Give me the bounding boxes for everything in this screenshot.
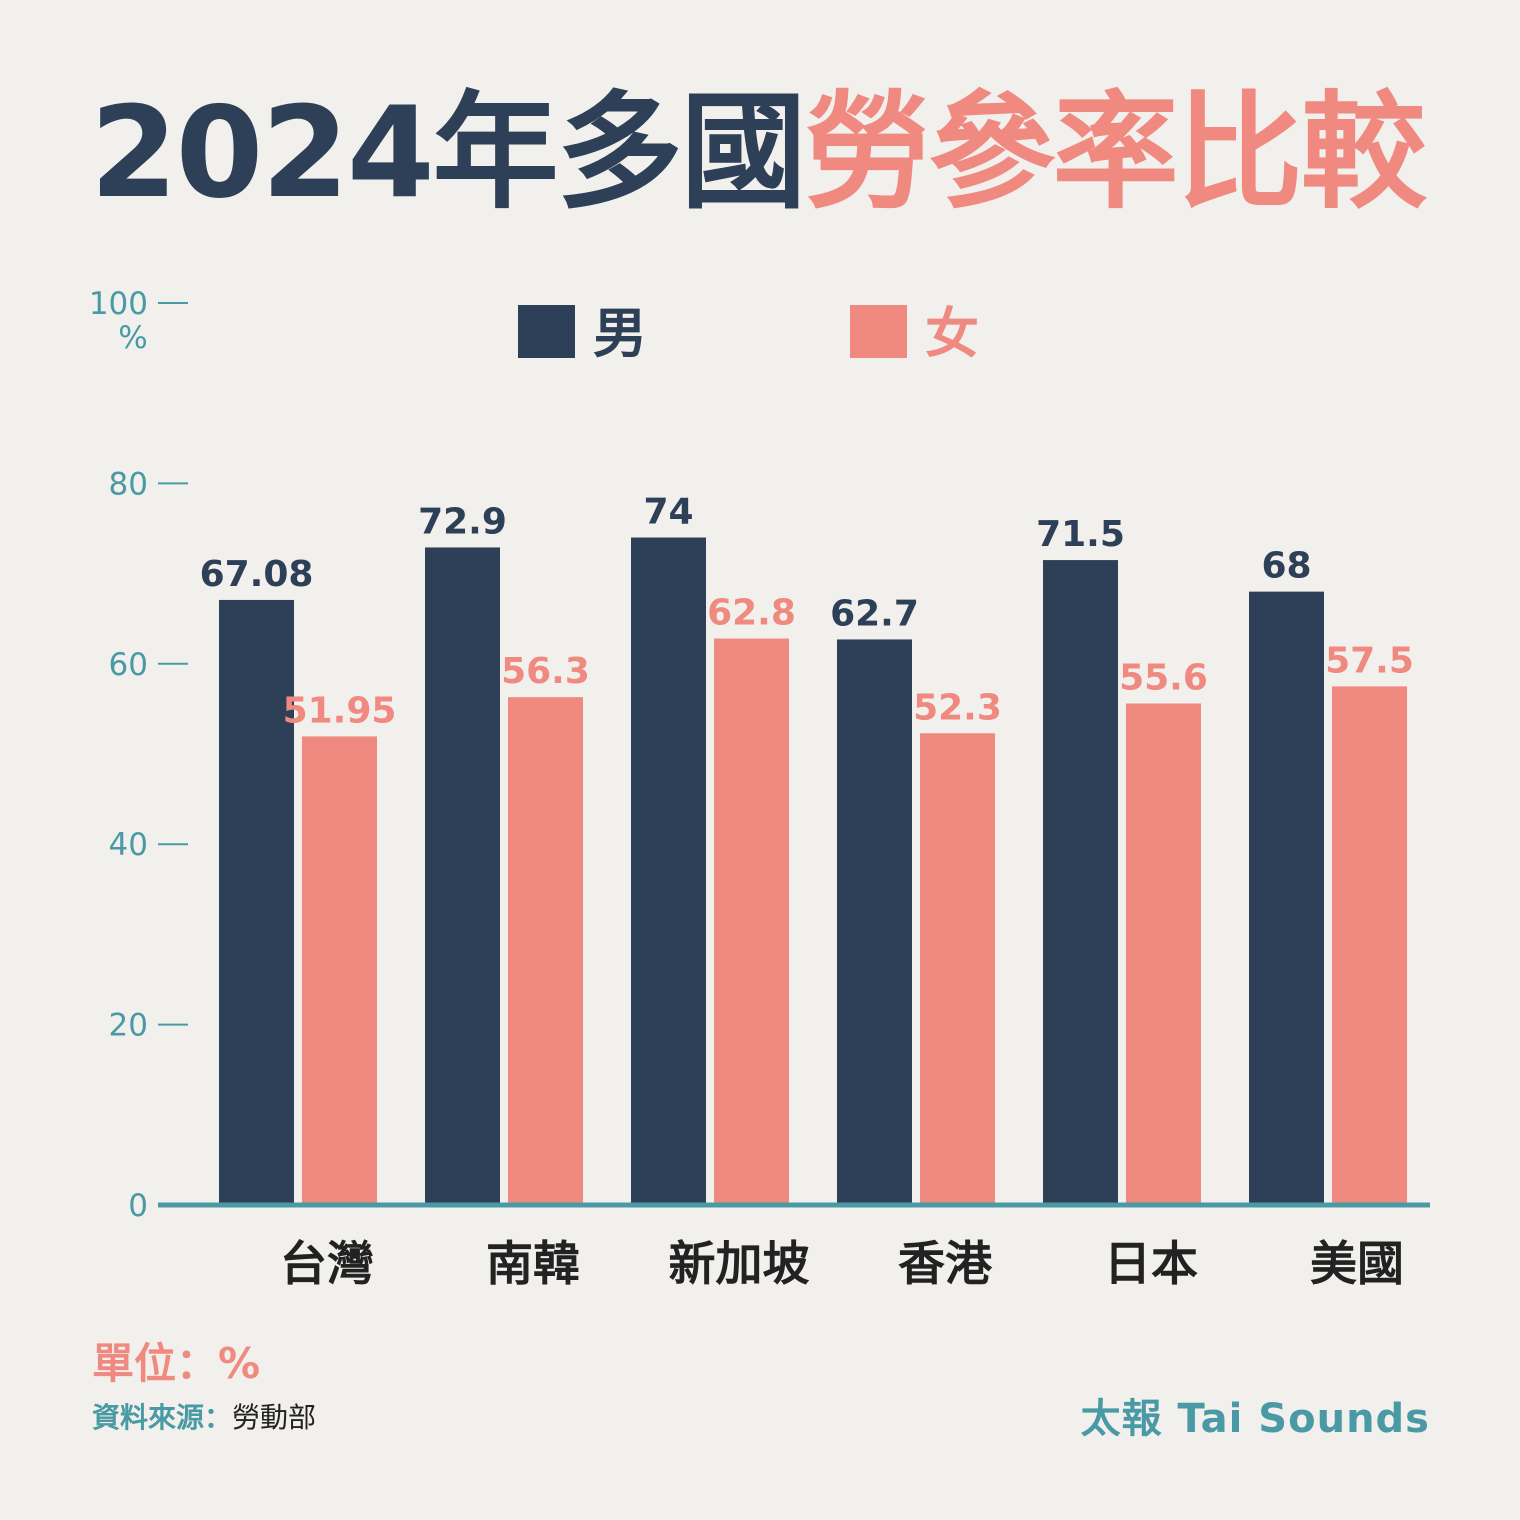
data-label: 62.7 <box>830 593 919 634</box>
title-part-2: 勞參率比較 <box>804 79 1427 226</box>
y-tick-label: 40 <box>109 827 148 863</box>
brand-logo: 太報 Tai Sounds <box>1080 1396 1430 1442</box>
x-tick-label: 台灣 <box>280 1237 374 1292</box>
y-unit-label: % <box>118 320 147 356</box>
unit-note: 單位：% <box>92 1339 261 1388</box>
x-tick-label: 新加坡 <box>669 1237 810 1292</box>
x-tick-label: 美國 <box>1310 1237 1404 1292</box>
bar-female <box>920 733 995 1205</box>
data-label: 57.5 <box>1325 640 1414 681</box>
legend-label-female: 女 <box>925 302 979 365</box>
data-label: 74 <box>643 492 693 533</box>
y-tick-label: 0 <box>128 1188 148 1224</box>
y-tick-label: 20 <box>109 1008 148 1044</box>
data-label: 55.6 <box>1119 657 1208 698</box>
bars <box>219 537 1407 1205</box>
x-tick-label: 香港 <box>898 1237 993 1292</box>
legend-swatch-female <box>850 305 907 358</box>
bar-male <box>631 537 706 1205</box>
bar-female <box>714 638 789 1205</box>
x-axis: 台灣 南韓 新加坡 香港 日本 美國 <box>158 1202 1430 1292</box>
data-label: 67.08 <box>200 554 314 595</box>
bar-male <box>1249 591 1324 1205</box>
bar-male <box>219 599 294 1205</box>
data-label: 51.95 <box>283 690 397 731</box>
bar-male <box>837 639 912 1205</box>
bar-female <box>1332 686 1407 1205</box>
data-label: 72.9 <box>418 501 507 542</box>
data-label: 68 <box>1261 546 1311 587</box>
y-tick-label: 80 <box>109 466 148 502</box>
legend-label-male: 男 <box>593 302 647 365</box>
data-label: 62.8 <box>707 593 796 634</box>
legend: 男女 <box>518 302 979 365</box>
bar-male <box>1043 560 1118 1205</box>
source-value: 勞動部 <box>232 1401 317 1434</box>
bar-female <box>1126 703 1201 1205</box>
data-label: 71.5 <box>1036 514 1125 555</box>
y-axis: 0 20 40 60 80 100% <box>89 286 188 1224</box>
data-label: 56.3 <box>501 651 590 692</box>
source-label: 資料來源： <box>92 1401 233 1434</box>
source-note: 資料來源：勞動部 <box>92 1396 316 1436</box>
x-tick-label: 南韓 <box>486 1237 580 1292</box>
x-tick-label: 日本 <box>1104 1237 1198 1292</box>
bar-chart: 020406080100% 男女 67.0851.9572.956.37462.… <box>89 286 1430 1292</box>
legend-swatch-male <box>518 305 575 358</box>
data-label: 52.3 <box>913 687 1002 728</box>
y-tick-label: 60 <box>109 647 148 683</box>
y-tick-label: 100 <box>89 286 148 322</box>
title-part-1: 2024年多國 <box>90 79 807 226</box>
chart-title: 2024年多國勞參率比較 <box>90 78 1427 228</box>
bar-male <box>425 547 500 1205</box>
bar-female <box>302 736 377 1205</box>
value-labels: 67.08 51.95 72.9 56.3 74 62.8 62.7 52.3 71.5 55.6… <box>200 492 1414 732</box>
bar-female <box>508 697 583 1205</box>
